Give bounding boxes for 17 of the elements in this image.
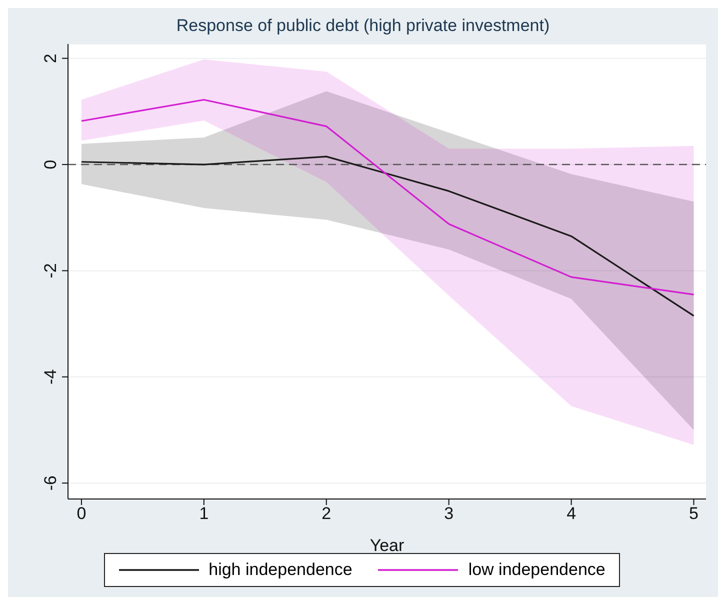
legend-label: high independence xyxy=(208,560,352,580)
y-tick-label: -4 xyxy=(41,369,60,384)
legend-label: low independence xyxy=(468,560,606,580)
y-tick-label: -2 xyxy=(41,263,60,278)
x-tick-label: 1 xyxy=(199,504,209,524)
x-tick-label: 2 xyxy=(322,504,332,524)
x-tick-label: 4 xyxy=(566,504,576,524)
x-axis-title: Year xyxy=(370,536,405,555)
chart-title: Response of public debt (high private investment) xyxy=(175,16,551,36)
y-tick-label: 2 xyxy=(41,54,60,64)
x-tick-label: 3 xyxy=(444,504,454,524)
y-tick-label: 0 xyxy=(41,160,60,170)
y-tick-label: -6 xyxy=(41,476,60,491)
line-series xyxy=(80,156,695,317)
line-series xyxy=(80,98,695,296)
x-tick-label: 0 xyxy=(76,504,86,524)
x-tick-label: 5 xyxy=(689,504,698,524)
